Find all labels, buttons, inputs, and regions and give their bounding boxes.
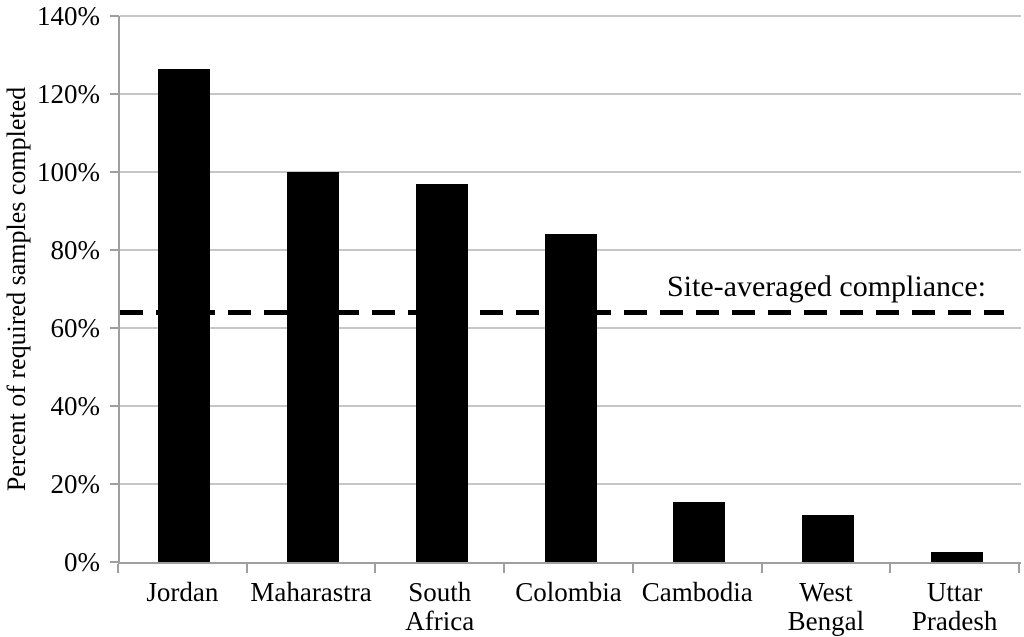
gridline	[120, 93, 1021, 95]
x-tick-label: South Africa	[405, 577, 475, 636]
bar-colombia	[544, 234, 597, 562]
bar-uttar-pradesh	[930, 552, 983, 562]
y-axis-tick	[110, 483, 119, 485]
x-axis-tick	[374, 564, 377, 573]
plot-area	[118, 15, 1021, 564]
x-axis-tick	[503, 564, 506, 573]
y-axis-tick	[110, 405, 119, 407]
x-axis-tick	[889, 564, 892, 573]
y-axis-tick	[110, 93, 119, 95]
y-axis-tick	[110, 171, 119, 173]
x-tick-label: Jordan	[146, 577, 219, 607]
y-tick-label: 80%	[50, 235, 101, 265]
x-tick-label: Maharastra	[250, 577, 372, 607]
y-axis-tick	[110, 249, 119, 251]
bar-cambodia	[673, 501, 726, 562]
x-axis-tick	[1018, 564, 1020, 573]
bar-jordan	[158, 68, 211, 562]
y-axis-tick	[110, 327, 119, 329]
y-tick-label: 0%	[64, 547, 100, 577]
y-tick-label: 100%	[37, 157, 100, 187]
bar-west-bengal	[801, 515, 854, 562]
x-axis-tick	[245, 564, 248, 573]
y-tick-label: 120%	[37, 79, 100, 109]
y-tick-label: 40%	[50, 391, 101, 421]
x-axis-tick	[760, 564, 763, 573]
bar-maharastra	[287, 172, 340, 562]
bar-south-africa	[415, 184, 468, 562]
y-tick-label: 20%	[50, 469, 101, 499]
y-axis-tick	[110, 561, 119, 563]
x-axis-tick	[117, 564, 119, 573]
gridline	[120, 15, 1021, 17]
reference-dashed-line	[120, 309, 1004, 315]
x-tick-label: Colombia	[515, 577, 622, 607]
x-axis-tick	[631, 564, 634, 573]
y-tick-label: 60%	[50, 313, 101, 343]
gridline	[120, 171, 1021, 173]
x-tick-label: Cambodia	[641, 577, 753, 607]
reference-line-label: Site-averaged compliance:	[666, 270, 986, 303]
y-axis-tick	[110, 15, 119, 17]
x-tick-label: West Bengal	[787, 577, 865, 636]
x-tick-label: Uttar Pradesh	[911, 577, 998, 636]
y-tick-label: 140%	[37, 1, 100, 31]
